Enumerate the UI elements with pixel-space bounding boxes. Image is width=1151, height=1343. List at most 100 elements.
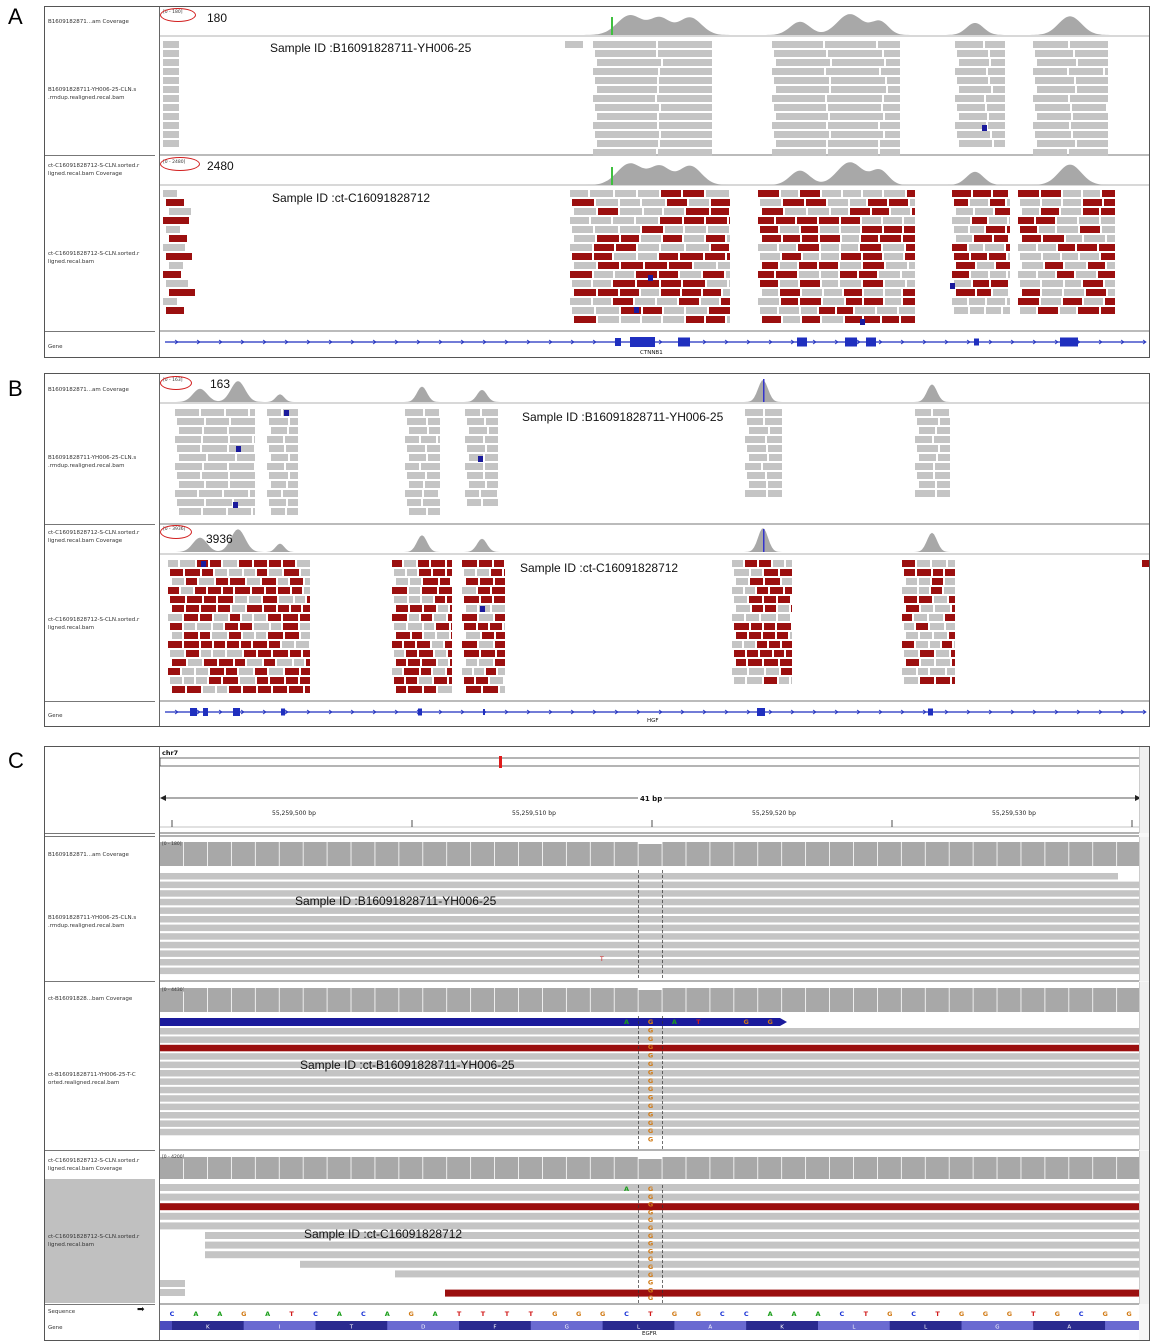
- coverage-track-label[interactable]: B1609182871...am Coverage: [48, 387, 129, 393]
- aligned-read: [883, 217, 902, 224]
- aligned-read: [850, 208, 870, 215]
- aligned-read: [757, 641, 767, 648]
- aligned-read: [231, 418, 255, 425]
- aligned-read: [593, 149, 656, 156]
- coverage-bar: [925, 988, 949, 1012]
- aligned-read: [253, 508, 255, 515]
- vertical-scrollbar[interactable]: [1139, 837, 1149, 981]
- aligned-read: [168, 614, 182, 621]
- vertical-scrollbar[interactable]: [1139, 982, 1149, 1150]
- vertical-scrollbar[interactable]: [1139, 747, 1149, 833]
- aligned-read: [904, 650, 918, 657]
- bam-track-label[interactable]: ct-B16091828711-YH006-25-T-C orted.reali…: [48, 1072, 136, 1086]
- coverage-track-label[interactable]: ct-C16091828712-S-CLN.sorted.r ligned.re…: [48, 1158, 140, 1172]
- aligned-read: [956, 235, 972, 242]
- bam-track-label[interactable]: B16091828711-YH006-25-CLN.s .rmdup.reali…: [48, 87, 137, 101]
- aligned-read: [778, 614, 790, 621]
- aligned-read: [290, 578, 303, 585]
- aligned-read: [764, 623, 775, 630]
- aligned-read: [1043, 253, 1060, 260]
- strand-arrow-icon[interactable]: ➡: [137, 1305, 145, 1315]
- aligned-read: [904, 569, 915, 576]
- aligned-read: [1084, 298, 1103, 305]
- aligned-read: [657, 298, 677, 305]
- bam-track-label[interactable]: ct-C16091828712-S-CLN.sorted.r ligned.re…: [48, 251, 140, 265]
- aligned-read: [427, 445, 440, 452]
- aligned-read: [736, 659, 746, 666]
- strand-arrow: [900, 709, 905, 715]
- coverage-bar: [829, 988, 854, 1012]
- bam-track-label[interactable]: ct-C16091828712-S-CLN.sorted.r ligned.re…: [48, 617, 140, 631]
- coverage-track-label[interactable]: B1609182871...am Coverage: [48, 852, 129, 858]
- sequence-track-label[interactable]: Sequence: [48, 1309, 76, 1315]
- bam-track-label[interactable]: ct-C16091828712-S-CLN.sorted.r ligned.re…: [48, 1234, 140, 1248]
- aligned-read: [1084, 235, 1105, 242]
- aligned-read: [790, 632, 792, 639]
- aligned-read: [163, 190, 177, 197]
- aligned-read: [706, 217, 727, 224]
- vertical-scrollbar[interactable]: [1139, 1151, 1149, 1304]
- strand-arrow: [174, 709, 179, 715]
- panel-a-data-area[interactable]: [0 - 180] 180 Sample ID :B16091828711-YH…: [160, 7, 1149, 357]
- aligned-read: [1101, 307, 1115, 314]
- coverage-track-label[interactable]: B1609182871...am Coverage: [48, 19, 129, 25]
- aligned-read: [959, 140, 992, 147]
- aligned-read: [244, 650, 256, 657]
- aligned-read: [290, 418, 298, 425]
- aligned-read: [597, 86, 657, 93]
- aligned-read: [466, 659, 477, 666]
- coverage-bar: [662, 1157, 686, 1179]
- codon-block: [1033, 1321, 1106, 1330]
- aligned-read: [863, 253, 882, 260]
- aligned-read: [971, 271, 988, 278]
- aligned-read: [160, 1095, 1139, 1102]
- bam-track-label[interactable]: B16091828711-YH006-25-CLN.s .rmdup.reali…: [48, 915, 137, 929]
- aligned-read: [841, 217, 860, 224]
- aligned-read: [749, 668, 764, 675]
- coverage-track-label[interactable]: ct-C16091828712-S-CLN.sorted.r ligned.re…: [48, 530, 140, 544]
- aligned-read: [432, 641, 443, 648]
- aligned-read: [906, 578, 917, 585]
- coverage-track-label[interactable]: ct-B16091828...bam Coverage: [48, 996, 133, 1002]
- aligned-read: [779, 307, 799, 314]
- aligned-read: [658, 149, 712, 156]
- sample-id-label: Sample ID :B16091828711-YH006-25: [522, 410, 724, 424]
- gene-exon: [797, 337, 807, 347]
- aligned-read: [1107, 235, 1115, 242]
- aligned-read: [777, 623, 791, 630]
- aligned-read: [268, 614, 281, 621]
- aligned-read: [952, 271, 969, 278]
- gene-track-label[interactable]: Gene: [48, 1325, 63, 1331]
- strand-arrow: [790, 709, 795, 715]
- variant-base: G: [648, 1240, 653, 1248]
- panel-b-data-area[interactable]: [0 - 163] 163 Sample ID :B16091828711-YH…: [160, 374, 1149, 726]
- aligned-read: [199, 490, 222, 497]
- coverage-bar: [471, 1157, 495, 1179]
- read-arrow: [780, 1018, 787, 1026]
- aligned-read: [616, 244, 636, 251]
- gene-track-label[interactable]: Gene: [48, 713, 63, 719]
- coverage-bar: [327, 988, 351, 1012]
- aligned-read: [917, 445, 938, 452]
- aligned-read: [286, 463, 298, 470]
- coverage-track-label[interactable]: ct-C16091828712-S-CLN.sorted.r ligned.re…: [48, 163, 140, 177]
- coverage-bar: [997, 1157, 1021, 1179]
- aligned-read: [1063, 298, 1082, 305]
- aligned-read: [902, 641, 914, 648]
- coverage-bar: [925, 842, 949, 866]
- aligned-read: [591, 217, 611, 224]
- range-tag: [0 - 180]: [162, 842, 182, 847]
- aligned-read: [297, 560, 310, 567]
- aligned-read: [570, 298, 591, 305]
- strand-arrow: [570, 709, 575, 715]
- bam-track-label[interactable]: B16091828711-YH006-25-CLN.s .rmdup.reali…: [48, 455, 137, 469]
- aligned-read: [286, 677, 298, 684]
- aligned-read: [732, 614, 744, 621]
- gene-track-label[interactable]: Gene: [48, 344, 63, 350]
- reference-base: T: [289, 1310, 294, 1318]
- aligned-read: [423, 499, 440, 506]
- aligned-read: [235, 596, 247, 603]
- aligned-read: [613, 217, 634, 224]
- coverage-bar: [160, 842, 184, 866]
